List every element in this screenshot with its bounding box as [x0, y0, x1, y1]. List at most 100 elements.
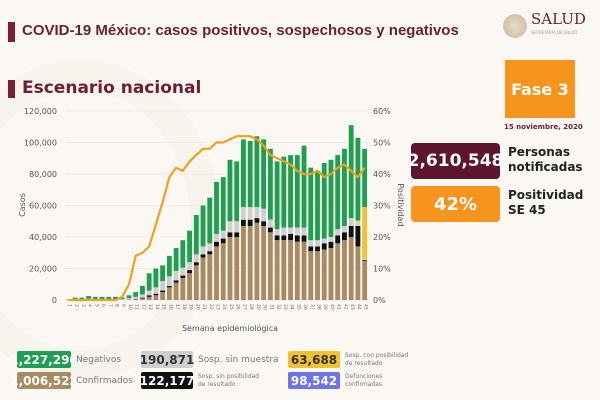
- x-tick-label: 12: [140, 304, 146, 310]
- bar-segment-negativos-week-15: [160, 265, 166, 282]
- bar-segment-negativos-week-24: [220, 177, 226, 231]
- bar-segment-sosp-sin-posibilidad-de-resultado-week-35: [294, 235, 300, 242]
- x-tick-label: 7: [107, 304, 113, 307]
- bar-segment-negativos-week-39: [321, 162, 327, 239]
- bar-segment-sosp-sin-muestra-week-22: [207, 243, 213, 252]
- bar-segment-negativos-week-11: [133, 292, 139, 297]
- bar-segment-sosp-sin-posibilidad-de-resultado-week-18: [180, 275, 186, 278]
- bar-segment-sosp-sin-posibilidad-de-resultado-week-12: [140, 297, 145, 299]
- bar-segment-sosp-sin-posibilidad-de-resultado-week-29: [254, 218, 260, 223]
- bar-segment-negativos-week-29: [254, 136, 260, 208]
- x-tick-label: 45: [363, 304, 369, 310]
- subtitle-accent-bar: [8, 80, 15, 98]
- x-tick-label: 38: [316, 304, 322, 310]
- bar-segment-confirmados-week-24: [220, 243, 226, 300]
- sin-posibilidad-label: Sosp. sin posibilidad de resultado: [198, 373, 259, 389]
- x-tick-label: 28: [248, 304, 254, 310]
- bar-segment-confirmados-week-11: [133, 299, 139, 300]
- bar-segment-sosp-sin-muestra-week-40: [328, 237, 334, 242]
- x-tick-label: 3: [80, 304, 86, 307]
- bar-segment-sosp-sin-posibilidad-de-resultado-week-16: [166, 285, 172, 288]
- bar-segment-negativos-week-36: [301, 145, 307, 228]
- bar-segment-sosp-sin-muestra-week-21: [200, 246, 206, 255]
- bar-segment-sosp-sin-muestra-week-27: [241, 207, 246, 220]
- y-tick-label: 80,000: [29, 170, 57, 179]
- bar-segment-negativos-week-20: [193, 214, 199, 255]
- bar-segment-sosp-sin-posibilidad-de-resultado-week-41: [335, 235, 341, 244]
- defunciones-value: 98,542: [288, 372, 340, 389]
- fase-badge: Fase 3: [505, 60, 575, 118]
- bar-segment-confirmados-week-33: [281, 240, 287, 300]
- bar-segment-sosp-sin-muestra-week-43: [348, 218, 354, 226]
- bar-segment-sosp-sin-muestra-week-25: [227, 221, 233, 233]
- confirmados-label: Confirmados: [76, 376, 133, 386]
- bar-segment-sosp-sin-posibilidad-de-resultado-week-30: [261, 221, 267, 226]
- x-tick-label: 18: [181, 304, 187, 310]
- bar-segment-confirmados-week-26: [234, 237, 240, 300]
- bar-segment-confirmados-week-45: [362, 260, 368, 300]
- con-posibilidad-label-line1: Sosp. con posibilidad: [345, 352, 409, 359]
- bar-segment-negativos-week-22: [207, 197, 213, 244]
- confirmados-value: 1,006,522: [10, 372, 78, 389]
- y2-tick-label: 60%: [373, 107, 391, 116]
- positividad-label-line1: Positividad: [508, 188, 584, 202]
- bar-segment-sosp-sin-muestra-week-23: [214, 233, 219, 242]
- x-tick-label: 29: [255, 304, 261, 310]
- bar-segment-confirmados-week-15: [160, 292, 166, 300]
- bar-segment-sosp-sin-muestra-week-14: [153, 287, 159, 294]
- bar-segment-confirmados-week-32: [274, 240, 280, 300]
- bar-segment-negativos-week-33: [281, 156, 287, 228]
- bar-segment-negativos-week-38: [315, 170, 320, 241]
- bar-segment-confirmados-week-29: [254, 222, 260, 300]
- x-tick-label: 34: [289, 304, 295, 310]
- bar-segment-sosp-sin-muestra-week-33: [281, 227, 287, 236]
- bar-segment-confirmados-week-25: [227, 237, 233, 300]
- sin-posibilidad-label-line2: de resultado: [198, 381, 236, 388]
- bar-segment-confirmados-week-31: [267, 232, 273, 300]
- x-tick-label: 5: [93, 304, 99, 307]
- bar-segment-sosp-sin-muestra-week-12: [140, 294, 145, 298]
- bar-segment-negativos-week-35: [294, 155, 300, 228]
- bar-segment-sosp-sin-posibilidad-de-resultado-week-20: [193, 262, 199, 266]
- notificadas-label-line1: Personas: [508, 145, 571, 159]
- bar-segment-confirmados-week-38: [315, 251, 320, 300]
- bar-segment-sosp-sin-muestra-week-29: [254, 207, 260, 219]
- bar-segment-negativos-week-5: [92, 296, 98, 300]
- x-tick-label: 10: [127, 304, 133, 310]
- x-tick-label: 36: [302, 304, 308, 310]
- y-tick-label: 40,000: [29, 233, 57, 242]
- y2-tick-label: 50%: [373, 139, 391, 148]
- y-tick-label: 60,000: [29, 202, 57, 211]
- bar-segment-confirmados-week-22: [207, 254, 213, 300]
- bar-segment-negativos-week-45: [362, 148, 368, 208]
- notificadas-label: Personas notificadas: [508, 145, 583, 175]
- x-tick-label: 35: [295, 304, 301, 310]
- x-tick-label: 27: [241, 304, 247, 310]
- bar-segment-negativos-week-3: [79, 297, 85, 300]
- bar-segment-sosp-sin-posibilidad-de-resultado-week-40: [328, 241, 334, 249]
- bar-segment-sosp-sin-posibilidad-de-resultado-week-42: [342, 232, 347, 241]
- bar-segment-confirmados-week-40: [328, 248, 334, 300]
- sin-muestra-value: 190,871: [139, 351, 195, 368]
- x-tick-label: 33: [282, 304, 288, 310]
- bar-segment-negativos-week-17: [173, 248, 179, 271]
- bar-segment-sosp-sin-muestra-week-10: [126, 298, 132, 300]
- bar-segment-confirmados-week-37: [308, 251, 314, 300]
- page-title: COVID-19 México: casos positivos, sospec…: [22, 22, 459, 39]
- y2-tick-label: 0%: [373, 296, 386, 305]
- x-tick-label: 30: [262, 304, 268, 310]
- bar-segment-negativos-week-9: [119, 297, 125, 300]
- bar-segment-negativos-week-28: [247, 140, 253, 208]
- bar-segment-negativos-week-10: [126, 295, 132, 299]
- bar-segment-confirmados-week-12: [140, 298, 145, 300]
- bar-segment-sosp-sin-posibilidad-de-resultado-week-17: [173, 280, 179, 283]
- bar-segment-confirmados-week-16: [166, 287, 172, 300]
- bar-segment-sosp-sin-muestra-week-34: [288, 227, 293, 234]
- bar-segment-sosp-sin-muestra-week-9: [119, 299, 125, 300]
- bar-segment-sosp-sin-posibilidad-de-resultado-week-14: [153, 293, 159, 296]
- bar-segment-negativos-week-34: [288, 155, 293, 228]
- bar-segment-sosp-sin-posibilidad-de-resultado-week-24: [220, 238, 226, 244]
- title-accent-bar: [8, 22, 15, 42]
- bar-segment-confirmados-week-17: [173, 282, 179, 300]
